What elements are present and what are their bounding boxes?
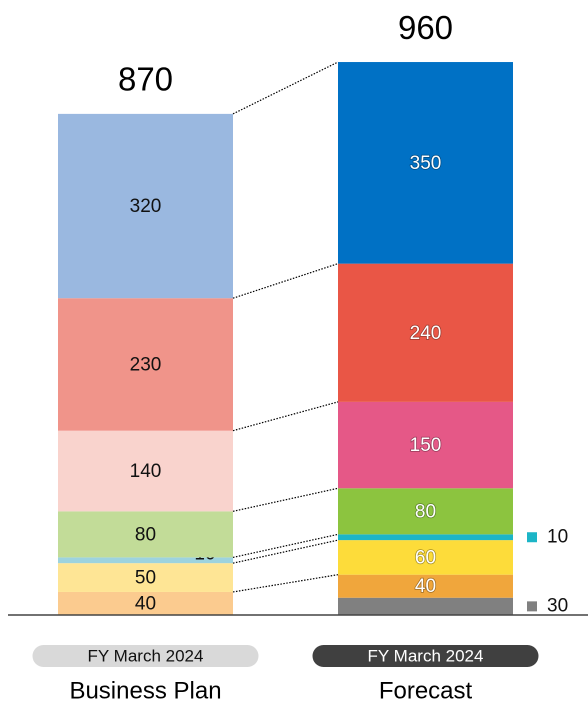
connector <box>232 61 339 115</box>
category-tag: FY March 2024 <box>88 646 204 665</box>
value-label: 40 <box>135 593 156 614</box>
x-tick-label: Forecast <box>379 677 473 704</box>
bar-segment <box>338 534 513 541</box>
value-label: 10 <box>547 526 568 547</box>
connector <box>232 401 339 432</box>
x-tick-label: Business Plan <box>69 677 221 704</box>
bar-segment <box>58 430 233 512</box>
value-label: 30 <box>547 595 568 616</box>
connector <box>232 574 339 593</box>
value-label: 150 <box>410 435 442 456</box>
total-label: 960 <box>398 9 453 46</box>
bar-segment <box>338 263 513 402</box>
bar-segment <box>58 563 233 592</box>
connector <box>232 263 339 299</box>
legend-swatch <box>527 532 537 543</box>
category-tag: FY March 2024 <box>368 646 484 665</box>
value-label: 240 <box>410 323 442 344</box>
connector <box>232 487 339 512</box>
value-label: 350 <box>410 153 442 174</box>
connector <box>232 539 339 564</box>
bar-segment <box>58 298 233 431</box>
bar-segment <box>338 62 513 264</box>
connector <box>232 533 339 558</box>
value-label: 80 <box>135 524 156 545</box>
bar-segment <box>338 488 513 535</box>
bar-segment <box>58 511 233 558</box>
value-label: 230 <box>130 354 162 375</box>
bar-segment <box>338 401 513 489</box>
value-label: 320 <box>130 196 162 217</box>
bar-segment <box>58 591 233 615</box>
bar-segment <box>338 574 513 598</box>
category-tag-pill <box>32 645 259 667</box>
bar-segment <box>58 557 233 564</box>
legend-swatch <box>527 601 537 612</box>
category-tag-pill <box>312 645 539 667</box>
value-label: 40 <box>415 576 436 597</box>
value-label: 60 <box>415 547 436 568</box>
value-label: 50 <box>135 568 156 589</box>
bar-segment <box>338 597 513 615</box>
total-label: 870 <box>118 61 173 98</box>
value-label: 80 <box>415 501 436 522</box>
value-label: 140 <box>130 461 162 482</box>
bar-segment <box>338 540 513 575</box>
bar-segment <box>58 113 233 299</box>
